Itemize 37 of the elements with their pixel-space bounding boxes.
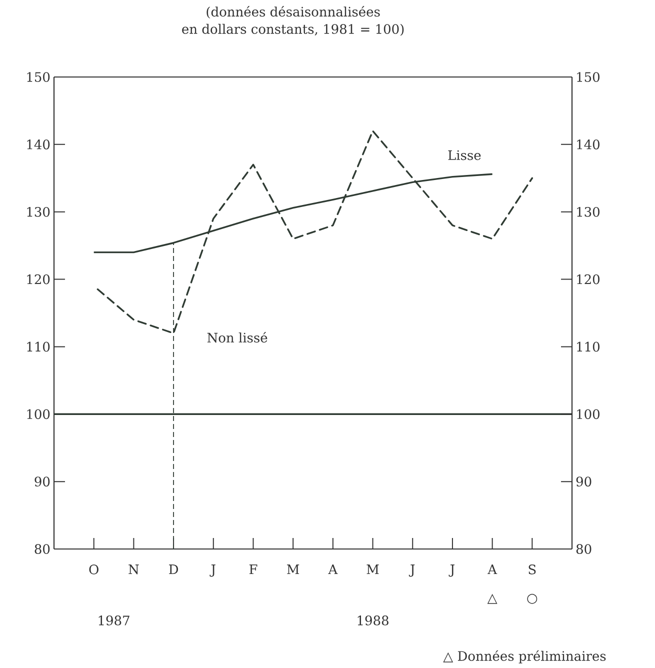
y2-tick-label: 150 [27,72,50,82]
y-tick-label: 120 [577,274,600,284]
y-tick-label: 140 [577,140,600,150]
x-tick-label: A [488,564,498,574]
x-tick-label: M [366,564,379,574]
y2-tick-label: 100 [27,409,50,420]
text: △ [487,594,498,604]
text: 1987 [98,616,130,626]
x-tick-label: A [328,564,338,574]
y2-tick-label: 140 [27,140,50,150]
x-tick-label: S [528,564,536,574]
y-tick-label: 100 [577,409,600,420]
text: △ Données préliminaires [443,650,606,664]
y2-tick-label: 110 [27,342,50,352]
y-tick-label: 80 [576,544,592,554]
x-tick-label: D [169,564,178,574]
x-tick-label: O [89,564,98,574]
y-tick-label: 150 [577,72,600,82]
y-tick-label: 90 [576,476,592,486]
text: 1988 [358,616,388,626]
chart-title: (données désaisonnalisées [206,6,380,18]
x-tick-label: F [249,564,258,574]
y-tick-label: 110 [577,342,600,352]
x-tick-label: N [128,564,139,574]
text: ○ [527,594,538,604]
y2-tick-label: 80 [34,544,50,554]
y2-tick-label: 90 [34,476,50,486]
text: Non lissé [207,332,268,343]
series-label: Lisse [448,150,481,160]
y2-tick-label: 120 [27,274,50,284]
x-tick-label: M [287,564,300,574]
x-tick-label: J [408,564,415,577]
x-tick-label: J [448,564,454,577]
y-tick-label: 130 [577,206,600,217]
y2-tick-label: 130 [27,206,50,217]
chart-subtitle: en dollars constants, 1981 = 100) [182,24,404,36]
x-tick-label: J [210,564,216,577]
